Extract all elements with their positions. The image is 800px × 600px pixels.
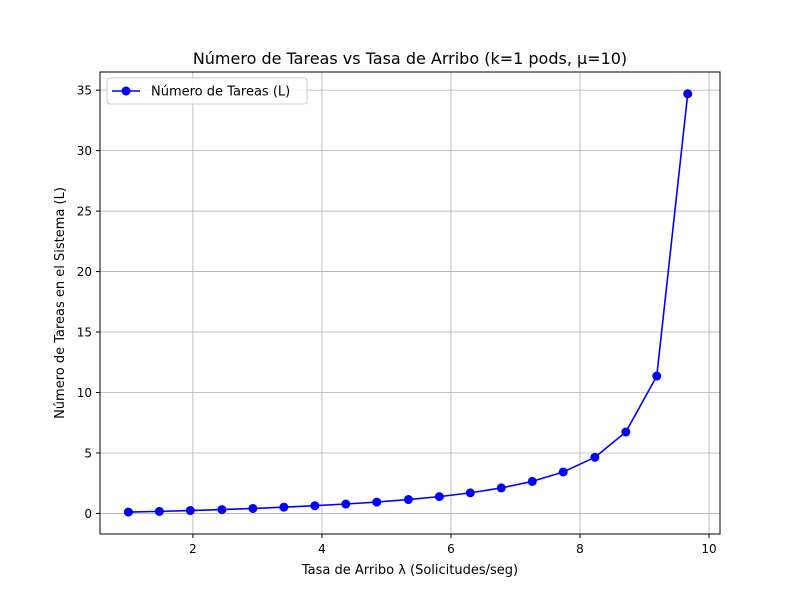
x-tick-label: 6 bbox=[447, 542, 455, 556]
data-point bbox=[558, 467, 568, 477]
data-point bbox=[310, 501, 320, 511]
data-point bbox=[621, 427, 631, 437]
series-layer bbox=[123, 89, 693, 517]
x-axis-label: Tasa de Arribo λ (Solicitudes/seg) bbox=[301, 563, 518, 578]
x-tick-label: 2 bbox=[189, 542, 197, 556]
data-point bbox=[403, 495, 413, 505]
data-point bbox=[279, 502, 289, 512]
data-point bbox=[185, 506, 195, 516]
data-point bbox=[652, 371, 662, 381]
y-tick-label: 15 bbox=[77, 326, 92, 340]
data-point bbox=[217, 505, 227, 515]
plot-frame bbox=[99, 71, 721, 535]
legend-label-series: Número de Tareas (L) bbox=[151, 85, 290, 100]
data-point bbox=[683, 89, 693, 99]
data-point bbox=[341, 499, 351, 509]
data-point bbox=[154, 506, 164, 516]
y-tick-label: 30 bbox=[77, 144, 92, 158]
y-axis-label: Número de Tareas en el Sistema (L) bbox=[53, 187, 68, 419]
y-tick-label: 25 bbox=[77, 205, 92, 219]
data-point bbox=[248, 503, 258, 513]
legend: Número de Tareas (L) bbox=[106, 77, 308, 105]
y-tick-label: 35 bbox=[77, 84, 92, 98]
plot-area bbox=[100, 72, 720, 534]
legend-marker-sample bbox=[121, 86, 131, 96]
data-point bbox=[123, 507, 133, 517]
y-axis-ticks: 0 5 10 15 20 25 30 35 bbox=[77, 84, 100, 521]
legend-box bbox=[106, 77, 308, 105]
y-tick-label: 10 bbox=[77, 386, 92, 400]
data-point bbox=[527, 476, 537, 486]
data-point bbox=[590, 452, 600, 462]
y-tick-label: 5 bbox=[84, 446, 92, 460]
data-point bbox=[372, 497, 382, 507]
y-tick-label: 0 bbox=[84, 507, 92, 521]
data-point bbox=[434, 492, 444, 502]
data-point bbox=[465, 488, 475, 498]
x-tick-label: 4 bbox=[318, 542, 326, 556]
x-axis-ticks: 2 4 6 8 10 bbox=[189, 534, 717, 556]
x-tick-label: 8 bbox=[576, 542, 584, 556]
x-tick-label: 10 bbox=[701, 542, 716, 556]
data-point bbox=[496, 483, 506, 493]
chart-title: Número de Tareas vs Tasa de Arribo (k=1 … bbox=[193, 49, 627, 68]
y-tick-label: 20 bbox=[77, 265, 92, 279]
